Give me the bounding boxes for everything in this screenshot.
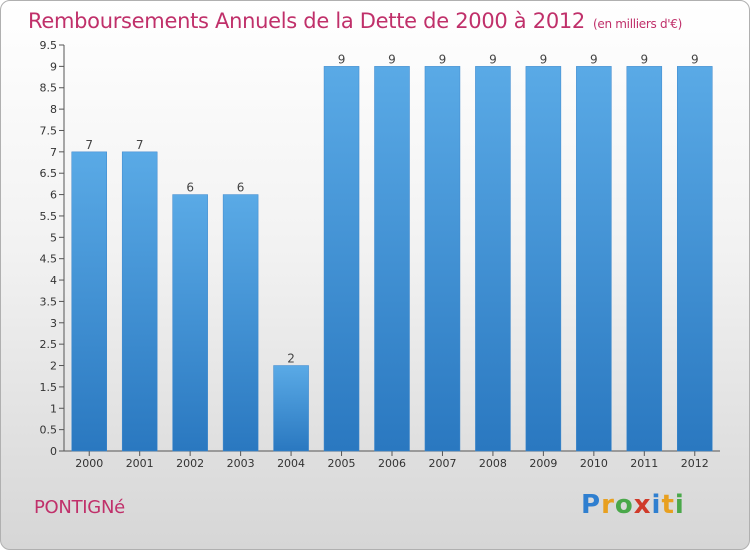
x-tick-label-2002: 2002 (176, 457, 204, 470)
x-tick-label-2008: 2008 (479, 457, 507, 470)
bar-2010 (576, 66, 612, 452)
bar-2005 (323, 66, 360, 452)
x-tick-label-2011: 2011 (630, 457, 658, 470)
x-tick-label-2006: 2006 (378, 457, 406, 470)
y-tick-label: 0 (50, 445, 57, 458)
data-label-2000: 7 (85, 138, 93, 152)
y-tick-label: 5.5 (40, 210, 58, 223)
y-tick-label: 8 (50, 103, 57, 116)
x-tick-label-2001: 2001 (126, 457, 154, 470)
bar-2008 (475, 66, 511, 452)
bar-2001 (121, 151, 158, 452)
data-label-2002: 6 (186, 181, 194, 195)
y-tick-label: 8.5 (40, 82, 58, 95)
bar-2009 (525, 66, 562, 452)
chart-title: Remboursements Annuels de la Dette de 20… (28, 9, 682, 33)
x-tick-label-2003: 2003 (227, 457, 255, 470)
x-tick-label-2004: 2004 (277, 457, 305, 470)
chart-unit: (en milliers d'€) (593, 17, 683, 31)
bar-2012 (677, 66, 713, 452)
y-tick-label: 6 (50, 189, 57, 202)
bar-2004 (273, 365, 309, 452)
bar-2011 (626, 66, 663, 452)
y-tick-label: 3.5 (40, 295, 58, 308)
x-tick-label-2012: 2012 (681, 457, 709, 470)
y-tick-label: 2 (50, 360, 57, 373)
data-label-2011: 9 (640, 52, 648, 66)
y-tick-label: 7.5 (40, 124, 58, 137)
y-tick-label: 0.5 (40, 424, 58, 437)
bar-2007 (424, 66, 461, 452)
x-tick-label-2009: 2009 (529, 457, 557, 470)
data-label-2010: 9 (590, 52, 598, 66)
bar-2003 (222, 194, 259, 452)
y-tick-label: 9 (50, 60, 57, 73)
x-tick-label-2007: 2007 (428, 457, 456, 470)
y-tick-label: 5 (50, 231, 57, 244)
x-tick-label-2005: 2005 (328, 457, 356, 470)
data-label-2005: 9 (338, 52, 346, 66)
data-label-2004: 2 (287, 352, 295, 366)
x-tick-label-2010: 2010 (580, 457, 608, 470)
y-tick-label: 6.5 (40, 167, 58, 180)
bar-2006 (374, 66, 410, 452)
bar-2000 (71, 151, 107, 452)
y-tick-label: 3 (50, 317, 57, 330)
y-tick-label: 1.5 (40, 381, 58, 394)
data-label-2009: 9 (540, 52, 548, 66)
data-label-2001: 7 (136, 138, 144, 152)
y-tick-label: 1 (50, 402, 57, 415)
bar-2002 (172, 194, 208, 452)
data-label-2012: 9 (691, 52, 699, 66)
place-name: PONTIGNé (34, 497, 125, 518)
data-label-2006: 9 (388, 52, 396, 66)
y-tick-label: 9.5 (40, 39, 58, 52)
data-label-2008: 9 (489, 52, 497, 66)
y-tick-label: 4.5 (40, 253, 58, 266)
data-label-2007: 9 (439, 52, 447, 66)
data-label-2003: 6 (237, 181, 245, 195)
proxiti-logo[interactable]: Proxiti (581, 490, 685, 520)
y-tick-label: 4 (50, 274, 57, 287)
y-tick-label: 7 (50, 146, 57, 159)
chart-title-text: Remboursements Annuels de la Dette de 20… (28, 9, 585, 33)
y-tick-label: 2.5 (40, 338, 58, 351)
x-tick-label-2000: 2000 (75, 457, 103, 470)
